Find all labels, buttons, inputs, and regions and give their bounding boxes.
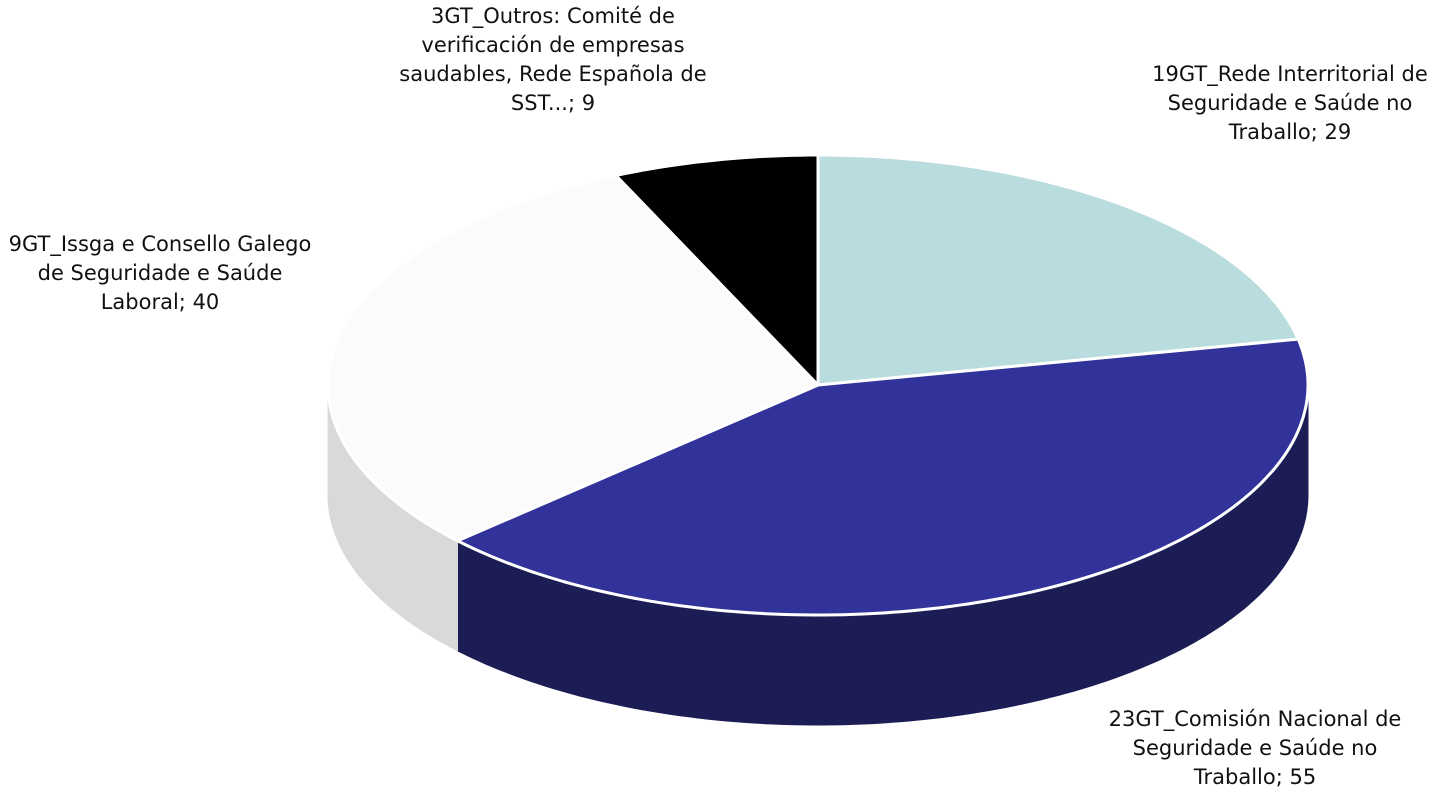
value: 55 <box>1289 765 1317 789</box>
slice-label: 3GT_Outros: Comité de verificación de em… <box>388 2 718 118</box>
category: 3GT_Outros: Comité de verificación de em… <box>399 4 707 115</box>
separator: ; <box>1275 765 1290 789</box>
slice <box>456 337 1310 617</box>
category: 9GT_Issga e Consello Galego de Seguridad… <box>8 232 312 314</box>
value: 29 <box>1324 120 1352 144</box>
separator: ; <box>178 290 193 314</box>
slice <box>614 153 820 387</box>
slice <box>816 153 1300 387</box>
separator: ; <box>1310 120 1325 144</box>
slice-label: 9GT_Issga e Consello Galego de Seguridad… <box>0 230 320 317</box>
slice-label: 19GT_Rede Interritorial de Seguridade e … <box>1130 60 1436 147</box>
slice <box>326 174 820 543</box>
category: 23GT_Comisión Nacional de Seguridade e S… <box>1108 707 1402 789</box>
slice-label: 23GT_Comisión Nacional de Seguridade e S… <box>1095 705 1415 792</box>
value: 9 <box>581 91 596 115</box>
separator: ; <box>567 91 582 115</box>
category: 19GT_Rede Interritorial de Seguridade e … <box>1152 62 1428 144</box>
value: 40 <box>192 290 220 314</box>
